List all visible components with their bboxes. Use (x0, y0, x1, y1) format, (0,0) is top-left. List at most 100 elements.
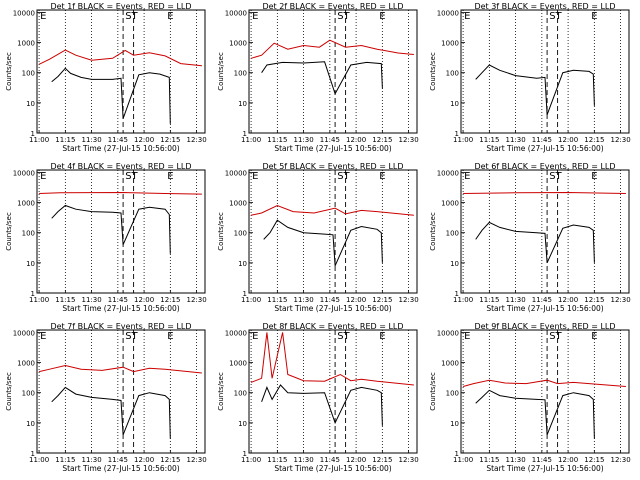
marker-label: E (252, 171, 258, 182)
plot-frame (36, 169, 206, 294)
x-tick-label: 11:30 (82, 136, 102, 144)
x-tick-label: 11:45 (532, 456, 552, 464)
x-tick-label: 11:45 (320, 136, 340, 144)
marker-label: T (131, 171, 139, 182)
y-axis-label: Counts/sec (5, 372, 13, 411)
marker-label: E (40, 331, 46, 342)
marker-label: E (591, 11, 597, 22)
lld-series-line (250, 204, 414, 216)
marker-label: T (555, 331, 563, 342)
y-tick-label: 10000 (13, 329, 35, 337)
x-tick-label: 11:00 (241, 456, 261, 464)
x-axis-label: Start Time (27-Jul-15 10:56:00) (62, 144, 179, 153)
marker-label: T (555, 171, 563, 182)
x-tick-label: 12:30 (611, 456, 631, 464)
marker-label: E (40, 11, 46, 22)
y-tick-label: 1000 (441, 360, 459, 368)
x-tick-label: 12:15 (160, 456, 180, 464)
events-series-line (475, 221, 595, 264)
x-tick-label: 11:15 (55, 456, 75, 464)
x-tick-label: 12:00 (346, 456, 366, 464)
plot-frame (460, 169, 630, 294)
x-tick-label: 11:15 (55, 296, 75, 304)
x-tick-label: 11:00 (29, 456, 49, 464)
x-tick-label: 11:00 (453, 296, 473, 304)
y-tick-label: 10000 (225, 329, 247, 337)
y-axis-label: Counts/sec (5, 212, 13, 251)
y-tick-label: 1000 (17, 200, 35, 208)
marker-label: T (131, 331, 139, 342)
x-tick-label: 12:30 (399, 296, 419, 304)
x-tick-label: 12:00 (558, 136, 578, 144)
y-axis-label: Counts/sec (5, 52, 13, 91)
marker-label: S (337, 331, 343, 342)
x-tick-label: 11:00 (453, 136, 473, 144)
panel-title: Det 6f BLACK = Events, RED = LLD (474, 162, 615, 171)
y-tick-label: 10000 (225, 169, 247, 177)
x-tick-label: 11:30 (294, 136, 314, 144)
x-tick-label: 11:45 (532, 296, 552, 304)
marker-label: E (464, 171, 470, 182)
x-axis-label: Start Time (27-Jul-15 10:56:00) (62, 464, 179, 473)
marker-label: E (40, 171, 46, 182)
panel-title: Det 7f BLACK = Events, RED = LLD (50, 322, 191, 331)
x-tick-label: 12:15 (160, 136, 180, 144)
lld-series-line (38, 49, 202, 67)
plot-frame (36, 329, 206, 454)
marker-label: S (125, 331, 131, 342)
x-tick-label: 11:30 (82, 296, 102, 304)
y-tick-label: 10 (26, 100, 35, 108)
x-axis-label: Start Time (27-Jul-15 10:56:00) (486, 144, 603, 153)
panel-title: Det 3f BLACK = Events, RED = LLD (474, 2, 615, 11)
marker-label: T (343, 331, 351, 342)
lld-series-line (38, 364, 202, 374)
y-axis-label: Counts/sec (429, 372, 437, 411)
y-tick-label: 10000 (437, 9, 459, 17)
marker-label: S (337, 171, 343, 182)
x-tick-label: 11:30 (294, 296, 314, 304)
events-series-line (51, 67, 171, 124)
marker-label: E (379, 11, 385, 22)
x-tick-label: 11:00 (29, 296, 49, 304)
plot-frame (248, 9, 418, 134)
marker-label: T (343, 171, 351, 182)
panel-title: Det 8f BLACK = Events, RED = LLD (262, 322, 403, 331)
x-tick-label: 11:30 (506, 296, 526, 304)
events-series-line (261, 384, 383, 426)
x-tick-label: 12:00 (346, 136, 366, 144)
x-tick-label: 11:15 (479, 456, 499, 464)
x-tick-label: 11:15 (55, 136, 75, 144)
marker-label: E (379, 331, 385, 342)
x-tick-label: 11:15 (267, 136, 287, 144)
y-tick-label: 10000 (225, 9, 247, 17)
y-tick-label: 100 (446, 230, 459, 238)
x-axis-label: Start Time (27-Jul-15 10:56:00) (274, 464, 391, 473)
y-tick-label: 1 (243, 290, 247, 298)
x-tick-label: 11:45 (108, 296, 128, 304)
y-tick-label: 1 (31, 290, 35, 298)
y-tick-label: 10000 (13, 169, 35, 177)
plot-frame (248, 169, 418, 294)
x-tick-label: 12:15 (584, 456, 604, 464)
panel-title: Det 2f BLACK = Events, RED = LLD (262, 2, 403, 11)
x-tick-label: 12:30 (187, 456, 207, 464)
marker-label: T (555, 11, 563, 22)
x-tick-label: 11:30 (506, 136, 526, 144)
y-tick-label: 10000 (437, 169, 459, 177)
lld-series-line (250, 39, 414, 59)
marker-label: E (464, 11, 470, 22)
y-tick-label: 100 (446, 390, 459, 398)
x-axis-label: Start Time (27-Jul-15 10:56:00) (62, 304, 179, 313)
x-tick-label: 11:30 (506, 456, 526, 464)
x-tick-label: 11:45 (108, 136, 128, 144)
y-axis-label: Counts/sec (429, 212, 437, 251)
x-tick-label: 12:15 (584, 136, 604, 144)
marker-label: S (549, 11, 555, 22)
marker-label: T (131, 11, 139, 22)
panel-title: Det 9f BLACK = Events, RED = LLD (474, 322, 615, 331)
x-tick-label: 12:00 (134, 136, 154, 144)
x-tick-label: 12:30 (611, 296, 631, 304)
